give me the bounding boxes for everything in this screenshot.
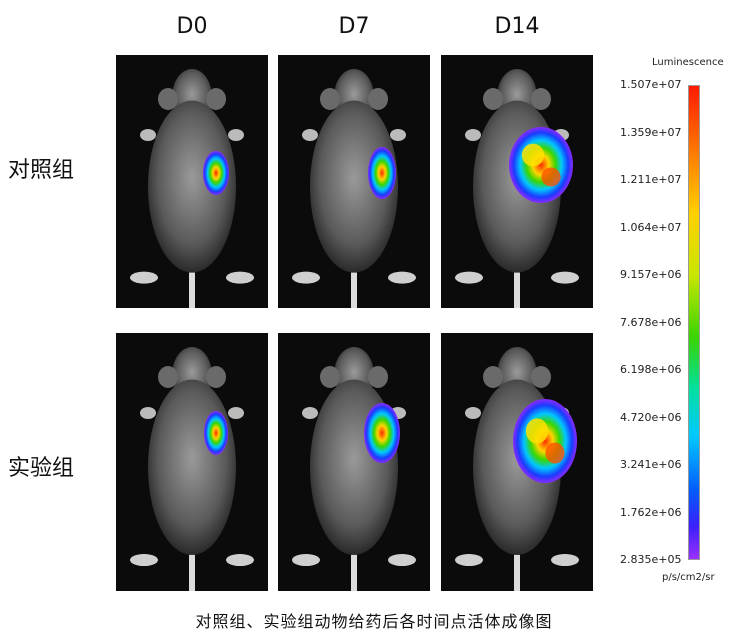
colorbar-title: Luminescence: [652, 57, 724, 68]
colorbar-tick-label: 1.359e+07: [620, 125, 682, 139]
column-label-d0: D0: [176, 14, 208, 39]
colorbar-unit: p/s/cm2/sr: [662, 572, 715, 583]
row-label-control: 对照组: [8, 158, 75, 183]
column-label-d14: D14: [494, 14, 540, 39]
colorbar-tick-label: 1.064e+07: [620, 220, 682, 234]
luminescence-colorbar: [688, 85, 700, 560]
colorbar-tick-label: 1.211e+07: [620, 173, 682, 186]
column-label-d7: D7: [338, 14, 370, 39]
image-experimental-d0: [116, 333, 268, 591]
colorbar-tick-label: 1.507e+07: [620, 78, 682, 91]
image-control-d14: [441, 55, 593, 308]
colorbar-tick-label: 1.762e+06: [620, 505, 682, 519]
row-label-experimental: 实验组: [8, 456, 75, 481]
image-experimental-d7: [278, 333, 430, 591]
colorbar-tick-label: 2.835e+05: [620, 553, 682, 566]
colorbar-tick-label: 7.678e+06: [620, 315, 682, 329]
image-experimental-d14: [441, 333, 593, 591]
colorbar-tick-label: 9.157e+06: [620, 268, 682, 281]
colorbar-tick-label: 4.720e+06: [620, 410, 682, 424]
colorbar-tick-label: 3.241e+06: [620, 458, 682, 471]
image-control-d0: [116, 55, 268, 308]
figure-caption: 对照组、实验组动物给药后各时间点活体成像图: [195, 612, 553, 631]
image-control-d7: [278, 55, 430, 308]
colorbar-tick-label: 6.198e+06: [620, 363, 682, 376]
